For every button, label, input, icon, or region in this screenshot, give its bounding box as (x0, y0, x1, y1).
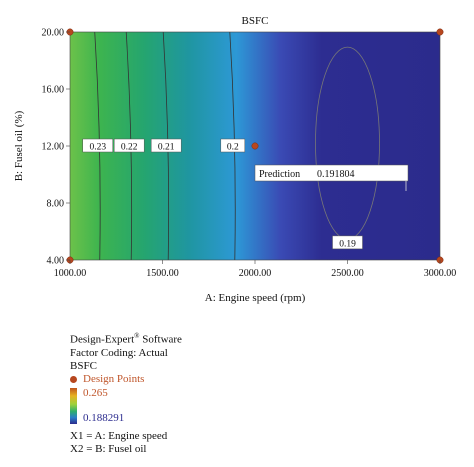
color-scale: 0.265 0.188291 (70, 386, 330, 424)
x-axis-label: A: Engine speed (rpm) (205, 292, 306, 304)
contour-plot: 0.23 0.22 0.21 0.2 0.19 Prediction 0.191804 1… (13, 15, 457, 304)
legend: Design-Expert® Software Factor Coding: A… (70, 330, 330, 456)
design-point-marker-icon (70, 375, 77, 383)
chart-title: BSFC (242, 15, 269, 27)
y-tick-label: 20.00 (42, 28, 65, 39)
factor-x2: X2 = B: Fusel oil (70, 442, 147, 455)
y-tick-label: 16.00 (42, 85, 65, 96)
y-axis-label: B: Fusel oil (%) (13, 110, 25, 181)
contour-label: 0.2 (227, 143, 239, 153)
software-name: Design-Expert® Software (70, 332, 182, 346)
contour-label-box (332, 235, 363, 250)
contour-label-box (113, 138, 145, 153)
contour-label-box (150, 138, 182, 153)
color-scale-high: 0.265 (83, 386, 108, 399)
factor-coding: Factor Coding: Actual (70, 346, 168, 359)
y-tick-label: 8.00 (47, 199, 65, 210)
color-scale-low: 0.188291 (83, 411, 125, 424)
design-point (436, 28, 444, 36)
y-tick-label: 4.00 (47, 256, 65, 267)
contour-label: 0.23 (89, 143, 106, 153)
contour-label: 0.19 (339, 239, 356, 249)
factor-x1: X1 = A: Engine speed (70, 429, 168, 442)
prediction-box (254, 164, 409, 182)
design-point (251, 142, 259, 150)
x-tick-label: 2000.00 (239, 268, 272, 279)
contour-label-box (82, 138, 113, 153)
response-name: BSFC (70, 359, 97, 372)
x-tick-label: 2500.00 (331, 268, 364, 279)
color-scale-bar (70, 387, 77, 424)
prediction-value: 0.191804 (317, 169, 355, 180)
contour-label: 0.22 (121, 143, 138, 153)
design-points-legend: Design Points (70, 373, 330, 386)
prediction-label: Prediction (259, 169, 300, 180)
contour-label-box (220, 138, 246, 153)
x-tick-label: 1500.00 (146, 268, 179, 279)
x-tick-label: 3000.00 (424, 268, 457, 279)
x-tick-label: 1000.00 (54, 268, 87, 279)
y-tick-label: 12.00 (42, 142, 65, 153)
contour-label: 0.21 (158, 143, 175, 153)
